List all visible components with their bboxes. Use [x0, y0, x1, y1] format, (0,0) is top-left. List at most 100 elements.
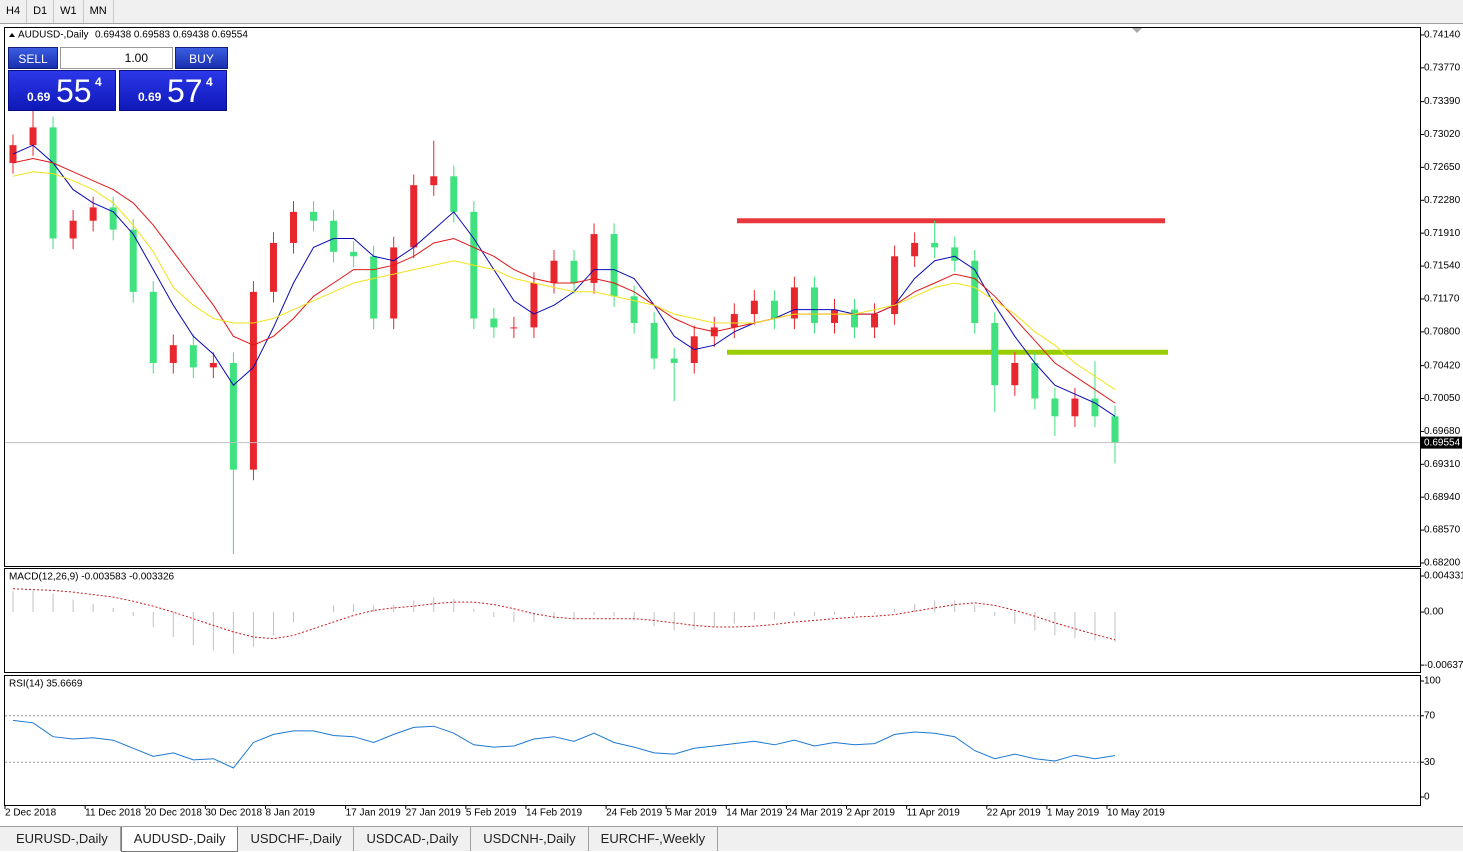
candle-body [209, 362, 217, 368]
y-tick-label: 0.73020 [1424, 129, 1461, 140]
y-tick-label: 0.71910 [1424, 228, 1461, 239]
chart-title: AUDUSD-,Daily [18, 30, 89, 41]
candle-body [891, 256, 899, 315]
x-tick-label: 2 Dec 2018 [5, 808, 57, 819]
moving-average [12, 144, 1116, 417]
period-button[interactable]: MN [84, 0, 114, 23]
ask-quote[interactable]: 0.69 57 4 [119, 70, 227, 111]
candle-body [450, 176, 458, 212]
y-tick-label: 0.68570 [1424, 525, 1461, 536]
macd-signal [12, 588, 1116, 641]
y-tick-label: 0.70420 [1424, 360, 1461, 371]
candle-body [630, 296, 638, 323]
candle-body [410, 185, 418, 248]
bid-quote[interactable]: 0.69 55 4 [8, 70, 116, 111]
candle-body [330, 220, 338, 252]
period-button[interactable]: W1 [54, 0, 84, 23]
x-tick-label: 30 Dec 2018 [205, 808, 262, 819]
moving-average [12, 157, 1116, 404]
bid-big: 0.69 [27, 90, 51, 104]
y-tick-label: -0.006373 [1424, 660, 1463, 671]
y-tick-label: 0.71540 [1424, 261, 1461, 272]
candle-body [871, 314, 879, 328]
chart-tab[interactable]: USDCAD-,Daily [354, 827, 472, 851]
period-button[interactable]: H4 [0, 0, 28, 23]
candle-body [550, 260, 558, 283]
x-tick-label: 1 May 2019 [1047, 808, 1100, 819]
y-tick-label: 100 [1424, 676, 1441, 687]
lot-input[interactable]: 1.00 [60, 47, 173, 69]
candle-body [169, 345, 177, 363]
candle-body [851, 309, 859, 328]
x-tick-label: 22 Apr 2019 [987, 808, 1041, 819]
candle-body [129, 229, 137, 292]
y-tick-label: 0.72280 [1424, 195, 1461, 206]
y-tick-label: 0.69310 [1424, 459, 1461, 470]
x-tick-label: 14 Feb 2019 [526, 808, 583, 819]
y-tick-label: 0.69680 [1424, 426, 1461, 437]
candle-body [770, 300, 778, 319]
rsi-line [12, 719, 1116, 769]
candle-body [510, 327, 518, 329]
y-tick-label: 0.004331 [1424, 571, 1463, 582]
x-tick-label: 24 Mar 2019 [786, 808, 843, 819]
period-button[interactable]: D1 [27, 0, 55, 23]
y-tick-label: 0.74140 [1424, 30, 1461, 41]
one-click-trading: SELL 1.00 BUY 0.69 55 4 0.69 57 4 [8, 47, 228, 111]
ask-fraction: 4 [206, 75, 213, 89]
x-tick-label: 10 May 2019 [1107, 808, 1165, 819]
chart-tab[interactable]: EURCHF-,Weekly [589, 827, 719, 851]
y-tick-label: 0.70800 [1424, 326, 1461, 337]
x-tick-label: 8 Jan 2019 [265, 808, 315, 819]
chart-tab[interactable]: EURUSD-,Daily [4, 827, 121, 851]
candle-body [370, 256, 378, 319]
collapse-icon [9, 33, 15, 37]
chart-tab[interactable]: AUDUSD-,Daily [120, 827, 239, 852]
candle-body [931, 242, 939, 248]
candle-body [830, 309, 838, 323]
candle-body [570, 260, 578, 283]
candle-body [610, 234, 618, 297]
y-tick-label: 70 [1424, 710, 1436, 721]
moving-average [12, 171, 1116, 391]
y-tick-label: 0.68200 [1424, 558, 1461, 569]
candle-body [530, 282, 538, 328]
candle-body [1051, 398, 1059, 417]
candle-body [109, 207, 117, 230]
x-tick-label: 14 Mar 2019 [726, 808, 783, 819]
candle-body [911, 242, 919, 257]
candle-body [790, 287, 798, 319]
x-tick-label: 20 Dec 2018 [145, 808, 202, 819]
sell-button[interactable]: SELL [8, 47, 58, 69]
macd-panel [4, 568, 1421, 673]
current-price-box [1421, 436, 1462, 449]
candle-body [49, 127, 57, 239]
chart-tab[interactable]: USDCNH-,Daily [471, 827, 589, 851]
y-tick-label: 0.68940 [1424, 492, 1461, 503]
candle-body [390, 247, 398, 319]
bid-pips: 55 [56, 73, 92, 109]
y-tick-label: 0.72650 [1424, 162, 1461, 173]
candle-body [951, 247, 959, 261]
candle-body [1091, 398, 1099, 417]
candle-body [69, 220, 77, 239]
candle-body [89, 207, 97, 221]
bid-fraction: 4 [95, 75, 102, 89]
x-tick-label: 17 Jan 2019 [346, 808, 401, 819]
candle-body [670, 358, 678, 363]
candle-body [1071, 398, 1079, 417]
candle-body [229, 362, 237, 470]
ask-big: 0.69 [138, 90, 162, 104]
rsi-panel [4, 675, 1421, 806]
candle-body [750, 300, 758, 315]
y-tick-label: 0.73390 [1424, 96, 1461, 107]
candle-body [991, 322, 999, 386]
ask-pips: 57 [167, 73, 203, 109]
chart-tab[interactable]: USDCHF-,Daily [238, 827, 355, 851]
y-tick-label: 0.73770 [1424, 62, 1461, 73]
buy-button[interactable]: BUY [175, 47, 228, 69]
x-tick-label: 2 Apr 2019 [847, 808, 896, 819]
candle-body [971, 260, 979, 323]
y-tick-label: 0.70050 [1424, 393, 1461, 404]
